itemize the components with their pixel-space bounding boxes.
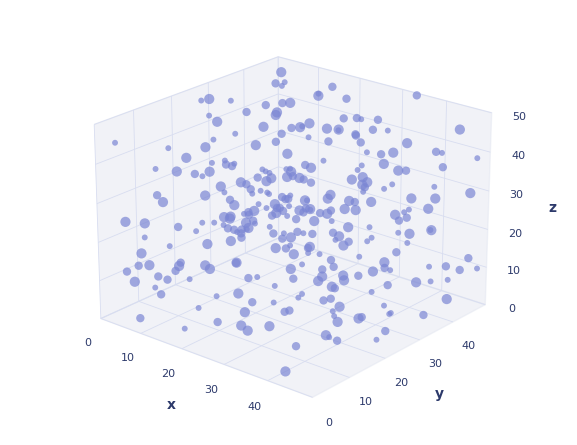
X-axis label: x: x <box>167 398 175 412</box>
Y-axis label: y: y <box>435 387 444 401</box>
